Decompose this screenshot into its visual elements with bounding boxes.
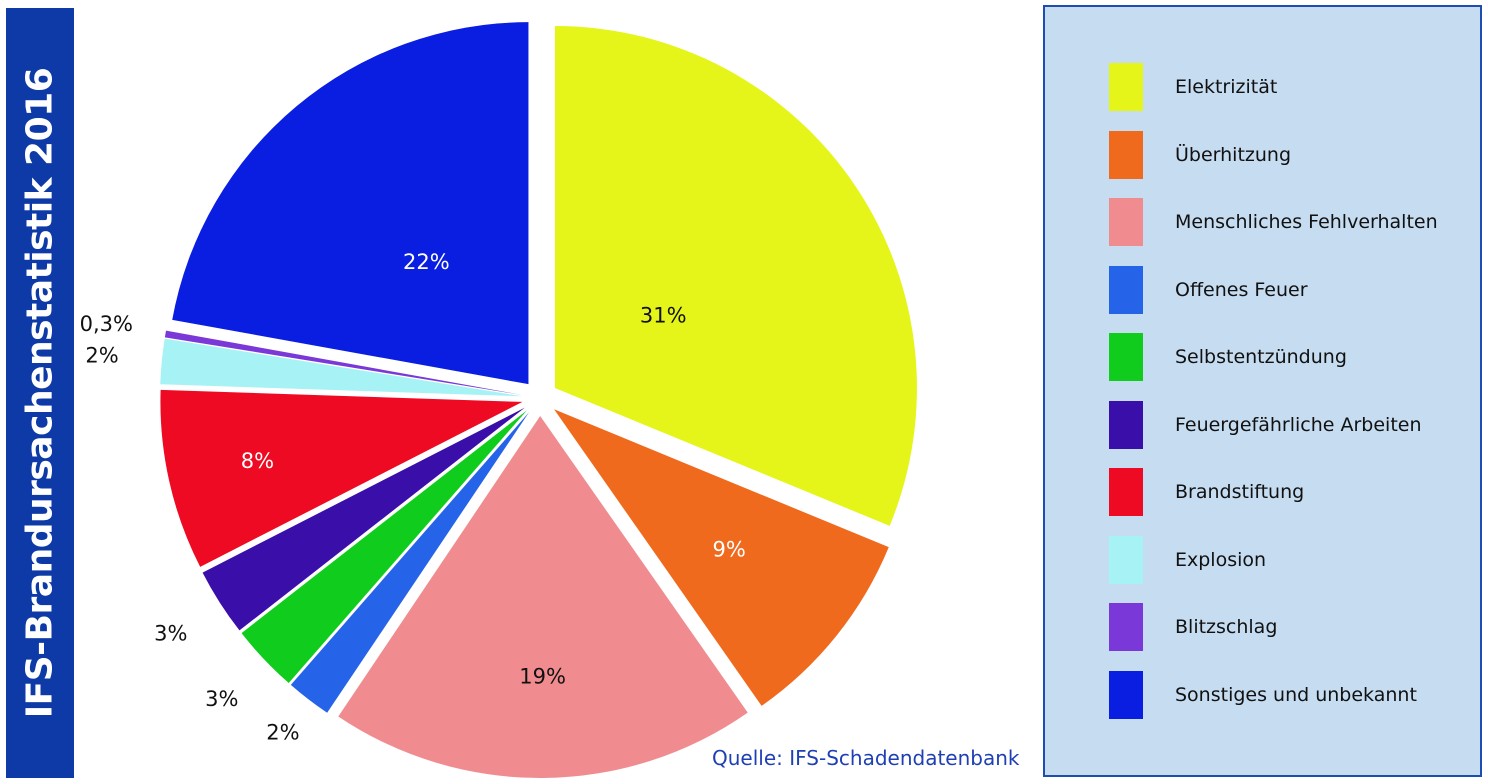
legend-item-brandstiftung: Brandstiftung xyxy=(1109,468,1479,516)
data-label-elektrizitaet: 31% xyxy=(640,303,687,327)
legend-label: Selbstentzündung xyxy=(1175,346,1347,368)
legend-label: Feuergefährliche Arbeiten xyxy=(1175,413,1422,436)
legend-label: Menschliches Fehlverhalten xyxy=(1175,211,1438,233)
legend-item-elektrizitaet: Elektrizität xyxy=(1109,63,1479,111)
legend-swatch xyxy=(1109,603,1143,651)
data-label-explosion: 2% xyxy=(85,344,118,368)
data-label-blitzschlag: 0,3% xyxy=(80,312,133,336)
legend-label: Elektrizität xyxy=(1175,76,1278,98)
legend-swatch xyxy=(1109,468,1143,516)
legend-item-selbstentzuendung: Selbstentzündung xyxy=(1109,333,1479,381)
legend-label: Explosion xyxy=(1175,548,1267,571)
legend-label: Überhitzung xyxy=(1175,143,1292,166)
vertical-title-bar: IFS-Brandursachenstatistik 2016 xyxy=(6,8,74,778)
legend-label: Sonstiges und unbekannt xyxy=(1175,683,1417,706)
legend-label: Blitzschlag xyxy=(1175,616,1278,638)
legend-item-explosion: Explosion xyxy=(1109,535,1479,584)
legend: Elektrizität Überhitzung Menschliches Fehl… xyxy=(1043,5,1482,777)
data-label-ueberhitzung: 9% xyxy=(713,538,746,562)
legend-swatch xyxy=(1109,333,1143,381)
legend-swatch xyxy=(1109,535,1143,584)
data-label-menschliches-fehlverhalten: 19% xyxy=(519,665,566,689)
legend-item-sonstiges-und-unbekannt: Sonstiges und unbekannt xyxy=(1109,670,1479,719)
data-label-feuergefaehrliche-arbeiten: 3% xyxy=(154,622,187,646)
pie-slice-ueberhitzung xyxy=(554,409,889,706)
legend-label: Brandstiftung xyxy=(1175,481,1305,503)
legend-label: Offenes Feuer xyxy=(1175,278,1308,301)
pie-chart: 31% 9% 19% 2% 3% 3% 8% 2% 0,3% 22% xyxy=(80,22,917,778)
source-note: Quelle: IFS-Schadendatenbank xyxy=(712,746,1020,770)
legend-item-feuergefaehrliche-arbeiten: Feuergefährliche Arbeiten xyxy=(1109,400,1479,449)
pie-slice-offenes-feuer xyxy=(290,412,530,713)
legend-swatch xyxy=(1109,130,1143,179)
legend-item-offenes-feuer: Offenes Feuer xyxy=(1109,265,1479,314)
legend-item-blitzschlag: Blitzschlag xyxy=(1109,603,1479,651)
pie-slice-blitzschlag xyxy=(164,330,523,395)
pie-slice-explosion xyxy=(160,338,523,397)
legend-swatch xyxy=(1109,265,1143,314)
legend-item-menschliches-fehlverhalten: Menschliches Fehlverhalten xyxy=(1109,198,1479,246)
pie-slice-selbstentzuendung xyxy=(241,410,527,683)
legend-swatch xyxy=(1109,63,1143,111)
pie-slice-feuergefaehrliche-arbeiten xyxy=(202,407,525,631)
pie-slice-menschliches-fehlverhalten xyxy=(338,415,748,778)
pie-slice-brandstiftung xyxy=(160,389,523,567)
legend-swatch xyxy=(1109,400,1143,449)
pie-slice-elektrizitaet xyxy=(554,25,917,526)
legend-item-ueberhitzung: Überhitzung xyxy=(1109,130,1479,179)
data-label-sonstiges-und-unbekannt: 22% xyxy=(403,250,450,274)
data-label-selbstentzuendung: 3% xyxy=(205,687,238,711)
data-label-offenes-feuer: 2% xyxy=(266,721,299,745)
legend-swatch xyxy=(1109,198,1143,246)
data-label-brandstiftung: 8% xyxy=(241,449,274,473)
pie-slice-sonstiges-und-unbekannt xyxy=(172,22,529,385)
legend-swatch xyxy=(1109,670,1143,719)
